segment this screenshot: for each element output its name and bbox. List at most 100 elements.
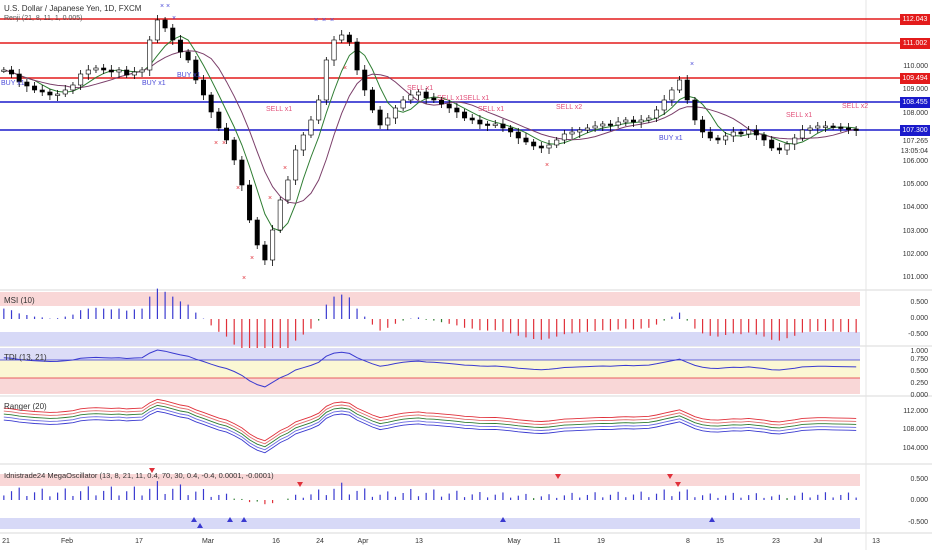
signal-marker: × [172,15,176,22]
candle-body [70,84,76,91]
signal-marker: × [236,185,240,192]
tdi-axis-label: 0.500 [910,368,928,375]
price-tag-resistance: 109.494 [900,73,930,84]
candle-body [761,134,767,141]
candle-body [16,73,22,83]
candle-body [515,131,521,139]
candle-body [592,125,598,129]
signal-marker: × [214,140,218,147]
sell-signal-label: SELL x1 [407,85,434,92]
signal-marker: × [314,17,318,24]
moving-average-line [3,35,857,232]
mega-lower-zone [0,518,860,529]
time-label: 17 [135,538,143,545]
candle-body [423,91,429,99]
candle-body [623,119,629,123]
candle-body [331,39,337,61]
candle-body [339,34,345,41]
price-label: 105.000 [902,181,928,188]
candle-body [746,129,752,135]
sell-signal-label: SELL x1 [437,95,464,102]
tdi-middle-band [0,360,860,378]
price-label: 109.000 [902,86,928,93]
candle-body [400,99,406,109]
candle-body [838,126,844,129]
time-label: Apr [357,538,369,545]
mega-axis-label: 0.000 [910,497,928,504]
tdi-axis-label: 1.000 [910,348,928,355]
candle-body [354,41,360,71]
candle-body [185,51,191,61]
candle-body [85,69,91,75]
time-label: Mar [201,538,215,545]
candle-body [454,107,460,113]
tdi-pane-title[interactable]: TDI (13, 21) [4,353,47,362]
candle-body [408,94,414,101]
candle-body [807,127,813,131]
candle-body [369,89,375,111]
candle-body [32,85,38,91]
buy-signal-label: BUY x1 [1,80,25,87]
price-tag-resistance: 111.002 [900,38,930,49]
candle-body [62,89,68,95]
ranger-pane-title[interactable]: Ranger (20) [4,402,47,411]
candle-body [101,67,107,71]
buy-signal-label: BUY x1 [659,135,683,142]
mega-buy-arrow [241,517,247,522]
candle-body [692,99,698,121]
price-tag-support: 108.455 [900,97,930,108]
candle-body [193,59,199,81]
mega-buy-arrow [500,517,506,522]
ranger-axis-label: 112.000 [903,408,928,415]
candle-body [661,99,667,111]
price-label: 107.265 [902,138,928,145]
candle-body [707,131,713,139]
candle-body [584,127,590,131]
candle-body [231,139,237,161]
time-label: 19 [597,538,605,545]
ranger-line [3,404,857,448]
candle-body [116,69,122,73]
sell-signal-label: SELL x1 [786,112,813,119]
candle-body [385,117,391,126]
candle-body [239,159,245,186]
mega-buy-arrow [227,517,233,522]
candle-body [546,144,552,149]
candle-body [769,139,775,149]
time-label: Feb [60,538,74,545]
candle-body [247,184,253,221]
candle-body [377,109,383,126]
time-label: 13 [872,538,880,545]
candle-body [569,131,575,135]
tdi-axis-label: 0.250 [910,380,928,387]
price-label: 110.000 [903,63,928,70]
signal-marker: × [268,195,272,202]
candle-body [700,119,706,133]
candle-body [500,123,506,129]
mega-upper-zone [0,474,860,486]
ranger-axis-label: 104.000 [902,445,928,452]
candle-body [446,103,452,109]
candle-body [730,131,736,137]
ranger-line [3,407,857,451]
signal-marker: × [160,3,164,10]
mega-axis-label: 0.500 [910,476,928,483]
candle-body [139,69,145,73]
signal-marker: × [166,3,170,10]
mega-sell-arrow [675,482,681,487]
megaoscillator-pane-title[interactable]: Idnistrade24 MegaOscillator (13, 8, 21, … [4,471,274,480]
candle-body [47,91,53,96]
msi-pane-title[interactable]: MSI (10) [4,296,35,305]
candle-body [55,93,61,96]
candle-body [753,129,759,136]
candle-body [308,119,314,136]
signal-marker: × [343,65,347,72]
ranger-line [3,401,857,445]
time-label: 15 [716,538,724,545]
signal-marker: × [222,140,226,147]
price-tag-support: 107.300 [900,125,930,136]
candle-body [646,117,652,121]
time-label: 21 [2,538,10,545]
overbought-zone [0,292,860,306]
